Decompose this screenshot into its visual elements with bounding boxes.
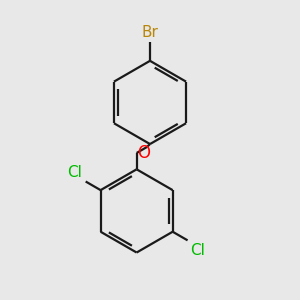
Text: Br: Br	[142, 25, 158, 40]
Text: Cl: Cl	[67, 165, 82, 180]
Text: O: O	[138, 144, 151, 162]
Text: Cl: Cl	[190, 243, 206, 258]
